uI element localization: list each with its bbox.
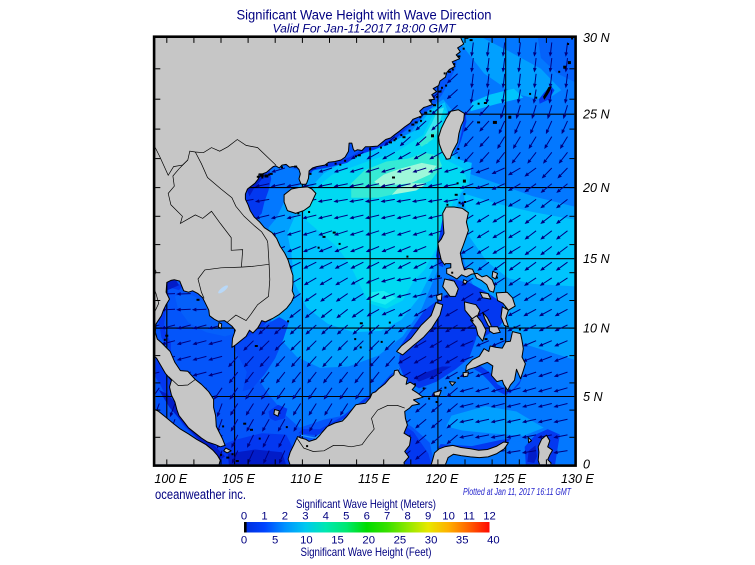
svg-text:12: 12 [483,511,496,523]
svg-text:30: 30 [425,535,438,547]
svg-text:100 E: 100 E [154,472,188,486]
svg-text:0: 0 [241,511,247,523]
svg-text:4: 4 [323,511,329,523]
svg-text:Plotted at Jan 11, 2017 16:11: Plotted at Jan 11, 2017 16:11 GMT [463,487,572,498]
svg-text:40: 40 [487,535,500,547]
svg-text:130 E: 130 E [561,472,595,486]
svg-text:25 N: 25 N [582,108,611,122]
svg-text:10 N: 10 N [583,321,611,335]
svg-text:3: 3 [302,511,308,523]
svg-text:5: 5 [343,511,349,523]
svg-text:oceanweather inc.: oceanweather inc. [155,487,246,502]
svg-text:120 E: 120 E [425,472,459,486]
svg-text:9: 9 [425,511,431,523]
svg-text:35: 35 [456,535,469,547]
svg-text:25: 25 [394,535,407,547]
svg-text:Significant Wave Height (Feet): Significant Wave Height (Feet) [301,545,432,559]
svg-text:7: 7 [384,511,390,523]
svg-text:Significant Wave Height with W: Significant Wave Height with Wave Direct… [237,8,492,23]
svg-text:Valid For Jan-11-2017 18:00 GM: Valid For Jan-11-2017 18:00 GMT [273,22,458,36]
svg-text:0: 0 [241,535,247,547]
svg-text:10: 10 [442,511,455,523]
svg-text:1: 1 [261,511,267,523]
svg-text:5 N: 5 N [583,390,604,404]
svg-text:115 E: 115 E [358,472,391,486]
svg-text:10: 10 [300,535,313,547]
svg-text:2: 2 [282,511,288,523]
svg-text:15 N: 15 N [583,252,611,266]
svg-text:15: 15 [331,535,344,547]
svg-text:8: 8 [405,511,411,523]
svg-text:125 E: 125 E [493,472,527,486]
svg-text:20: 20 [362,535,375,547]
svg-text:11: 11 [463,511,475,523]
svg-text:30 N: 30 N [583,31,611,45]
svg-text:0: 0 [583,458,590,472]
svg-text:6: 6 [364,511,370,523]
svg-text:20 N: 20 N [582,181,611,195]
svg-text:5: 5 [272,535,278,547]
svg-text:110 E: 110 E [290,472,323,486]
svg-text:105 E: 105 E [222,472,256,486]
svg-text:Significant Wave Height (Meter: Significant Wave Height (Meters) [296,497,436,511]
